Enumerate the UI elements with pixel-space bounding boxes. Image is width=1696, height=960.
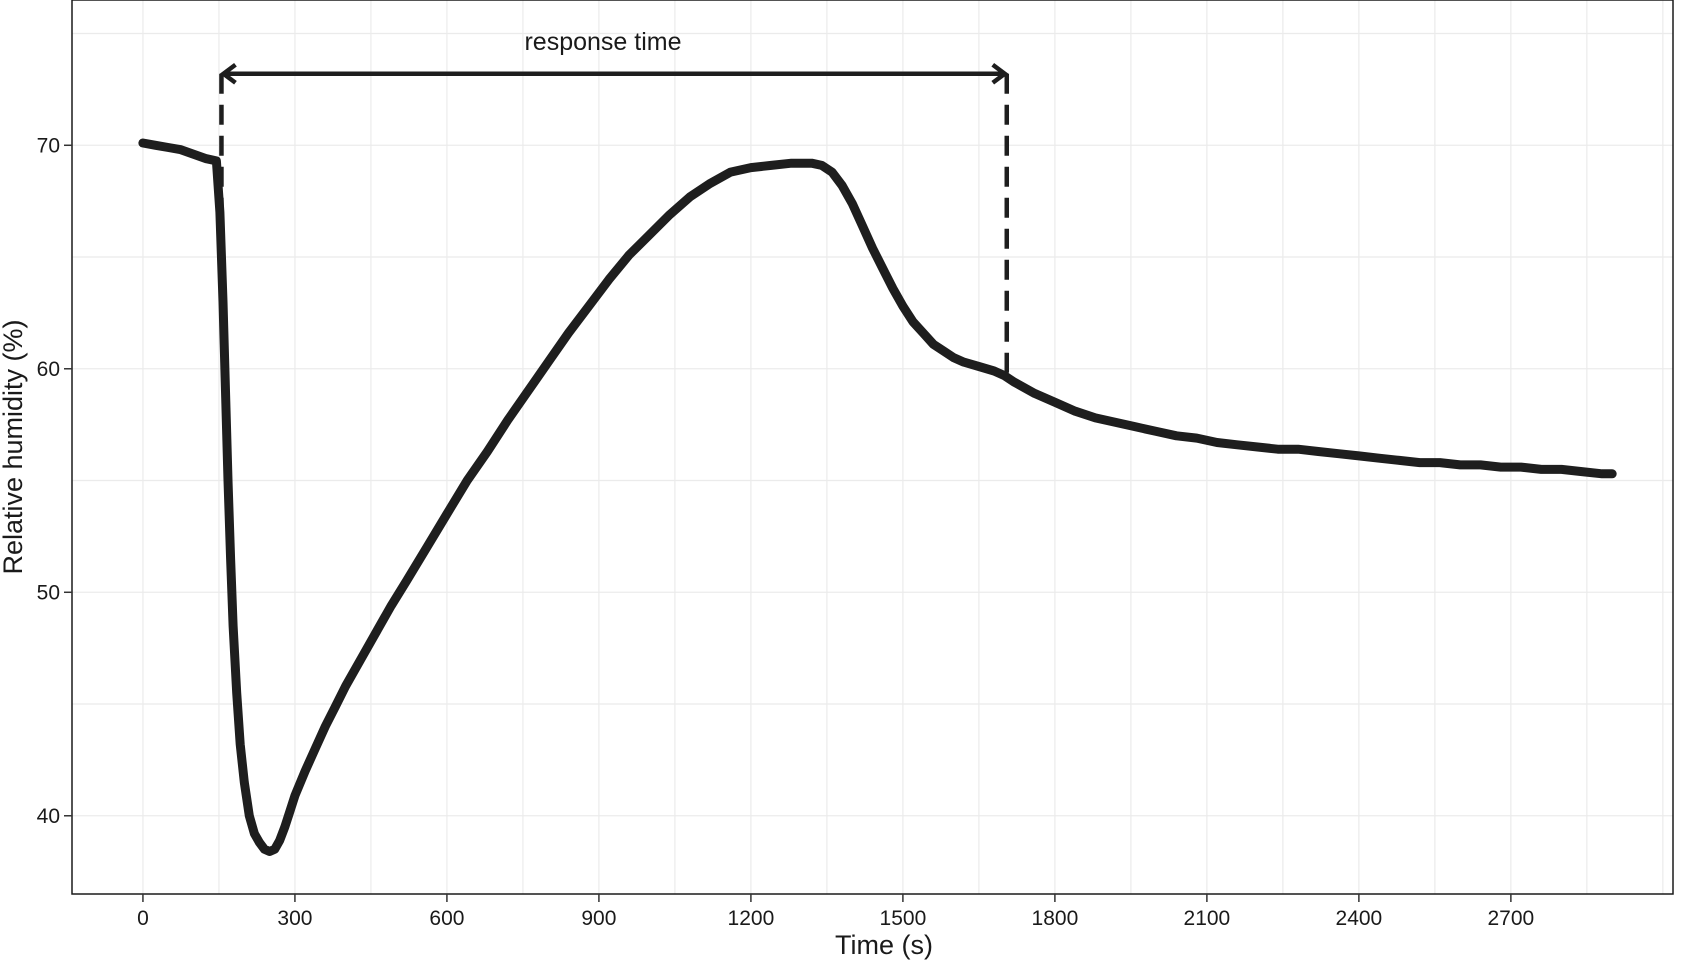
- y-tick-label: 50: [37, 581, 60, 604]
- y-axis-title: Relative humidity (%): [0, 319, 28, 574]
- x-tick-label: 2400: [1336, 907, 1383, 930]
- response-time-label: response time: [524, 28, 681, 56]
- x-tick-label: 900: [581, 907, 616, 930]
- series-line: [138, 138, 1617, 856]
- y-tick-label: 60: [37, 358, 60, 381]
- response-arrow-head-right: [991, 62, 1009, 85]
- x-tick-label: 1200: [728, 907, 775, 930]
- grid-layer: [72, 0, 1673, 894]
- x-tick-label: 300: [277, 907, 312, 930]
- x-tick-label: 1800: [1032, 907, 1079, 930]
- annotation-layer: response time: [219, 28, 1010, 378]
- x-tick-label: 1500: [880, 907, 927, 930]
- x-tick-label: 0: [137, 907, 149, 930]
- axis-layer: 0 300 600 900 1200 1500 1800 2100 2400 2700 40 50 60…: [37, 134, 1535, 930]
- series-layer: [138, 138, 1617, 856]
- y-tick-label: 70: [37, 134, 60, 157]
- x-tick-label: 600: [429, 907, 464, 930]
- plot-frame: [71, 0, 1674, 895]
- x-tick-label: 2100: [1184, 907, 1231, 930]
- x-tick-label: 2700: [1488, 907, 1535, 930]
- x-axis-title: Time (s): [835, 930, 933, 960]
- response-arrow-head-left: [219, 62, 237, 85]
- y-tick-label: 40: [37, 805, 60, 828]
